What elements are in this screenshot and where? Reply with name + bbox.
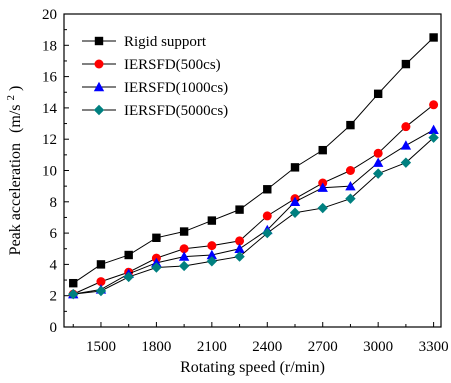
data-point bbox=[289, 207, 301, 218]
legend-label: IERSFD(1000cs) bbox=[124, 80, 228, 96]
data-point bbox=[207, 216, 217, 225]
y-tick-label: 4 bbox=[50, 257, 58, 273]
x-tick-label: 1500 bbox=[86, 339, 116, 355]
data-point bbox=[373, 89, 383, 99]
x-tick-label: 2700 bbox=[308, 339, 338, 355]
data-point bbox=[234, 243, 245, 253]
data-point bbox=[345, 193, 356, 204]
legend-item: IERSFD(1000cs) bbox=[82, 80, 228, 96]
data-point bbox=[401, 122, 411, 132]
legend-label: IERSFD(5000cs) bbox=[124, 103, 228, 119]
data-point bbox=[401, 59, 411, 69]
legend-item: IERSFD(5000cs) bbox=[82, 103, 228, 119]
data-point bbox=[96, 277, 106, 287]
legend-marker bbox=[94, 59, 104, 69]
data-point bbox=[317, 202, 328, 214]
data-point bbox=[345, 166, 355, 175]
axis-ticks: 1500 1800 2100 2400 2700 3000 3300 0 2 4 6 8 10 12 14 1… bbox=[42, 7, 449, 355]
data-point bbox=[207, 241, 217, 251]
data-point bbox=[178, 251, 190, 261]
data-point bbox=[262, 211, 272, 221]
data-point bbox=[428, 124, 439, 135]
legend-item: IERSFD(500cs) bbox=[82, 57, 221, 73]
plot-frame bbox=[63, 13, 442, 328]
y-tick-label: 14 bbox=[42, 101, 58, 117]
data-point bbox=[234, 251, 245, 262]
data-point bbox=[429, 100, 439, 110]
series-line bbox=[72, 37, 434, 284]
data-point bbox=[428, 132, 439, 143]
data-point bbox=[206, 249, 218, 260]
legend-marker bbox=[93, 104, 105, 116]
x-tick-label: 3300 bbox=[419, 339, 449, 355]
y-axis-title-main: Peak acceleration bbox=[7, 143, 24, 255]
x-tick-label: 1800 bbox=[141, 339, 171, 355]
series-line bbox=[73, 104, 434, 295]
plot-area bbox=[63, 13, 442, 328]
legend-label: Rigid support bbox=[124, 34, 207, 50]
legend-item: Rigid support bbox=[82, 34, 207, 50]
data-point bbox=[263, 185, 272, 194]
data-point bbox=[178, 260, 190, 272]
data-point bbox=[400, 140, 412, 150]
y-tick-label: 2 bbox=[50, 289, 58, 305]
data-point bbox=[235, 236, 245, 246]
data-point bbox=[179, 244, 189, 254]
data-point bbox=[179, 227, 189, 236]
data-point bbox=[235, 205, 244, 214]
data-point bbox=[262, 227, 273, 239]
y-axis-title-close: ) bbox=[7, 86, 24, 91]
y-tick-label: 10 bbox=[42, 164, 57, 180]
data-point bbox=[372, 157, 384, 167]
legend-marker bbox=[93, 81, 105, 92]
data-point bbox=[151, 262, 162, 273]
data-point bbox=[373, 148, 383, 158]
data-point bbox=[123, 271, 134, 283]
y-axis-title-sup: 2 bbox=[5, 95, 17, 101]
series-3 bbox=[68, 124, 439, 299]
data-point bbox=[95, 285, 107, 297]
data-point bbox=[289, 196, 301, 206]
data-point bbox=[206, 256, 218, 267]
x-tick-label: 3000 bbox=[363, 339, 393, 355]
data-point bbox=[124, 250, 133, 260]
series-line bbox=[73, 137, 434, 295]
x-axis-title: Rotating speed (r/min) bbox=[180, 359, 325, 376]
data-point bbox=[152, 233, 161, 242]
y-tick-label: 20 bbox=[42, 7, 57, 23]
x-tick-label: 2400 bbox=[252, 339, 282, 355]
y-axis-title: Peak acceleration (m/s 2 ) bbox=[1, 86, 24, 256]
data-point bbox=[429, 33, 438, 42]
data-point bbox=[68, 288, 79, 300]
data-point bbox=[318, 145, 327, 155]
y-tick-label: 8 bbox=[50, 195, 58, 211]
y-tick-label: 6 bbox=[50, 226, 58, 242]
series-lines bbox=[68, 33, 439, 300]
series-1 bbox=[69, 33, 438, 288]
y-tick-label: 12 bbox=[42, 132, 57, 148]
data-point bbox=[69, 278, 78, 288]
x-tick-label: 2100 bbox=[197, 339, 227, 355]
legend: Rigid support IERSFD(500cs) IERSFD(1000cs)… bbox=[82, 34, 228, 119]
y-tick-label: 18 bbox=[42, 38, 57, 54]
data-point bbox=[372, 168, 384, 179]
y-axis-title-unit: (m/s bbox=[7, 105, 24, 133]
series-4 bbox=[68, 132, 439, 300]
data-point bbox=[345, 180, 356, 191]
data-point bbox=[400, 157, 412, 168]
data-point bbox=[290, 163, 300, 172]
data-point bbox=[346, 120, 355, 130]
legend-label: IERSFD(500cs) bbox=[124, 57, 221, 73]
legend-marker bbox=[94, 36, 104, 46]
y-tick-label: 0 bbox=[50, 320, 58, 336]
data-point bbox=[317, 182, 328, 192]
y-tick-label: 16 bbox=[42, 70, 58, 86]
data-point bbox=[96, 260, 106, 269]
